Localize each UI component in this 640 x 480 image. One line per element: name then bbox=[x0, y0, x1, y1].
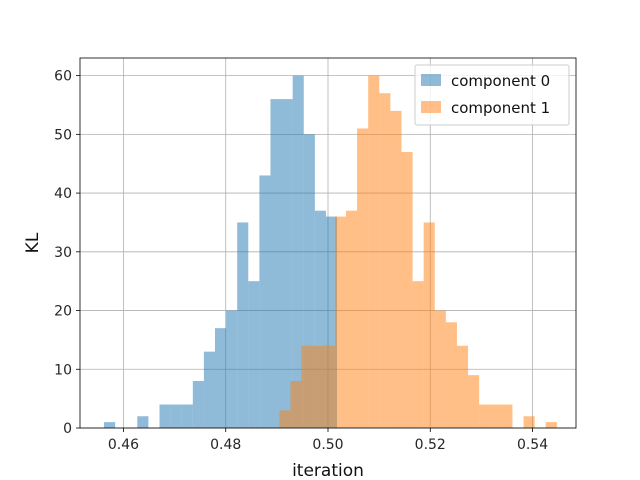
bar-component-1 bbox=[334, 216, 346, 428]
bar-component-1 bbox=[468, 375, 480, 428]
y-tick-label: 50 bbox=[54, 127, 72, 143]
y-axis-ticks: 0 10 20 30 40 50 60 bbox=[54, 69, 80, 437]
y-tick-label: 30 bbox=[54, 245, 72, 261]
bar-component-0 bbox=[137, 416, 149, 428]
bar-component-1 bbox=[279, 410, 291, 428]
bar-component-0 bbox=[181, 404, 193, 428]
bar-component-0 bbox=[159, 404, 171, 428]
bar-component-1 bbox=[368, 75, 380, 428]
series-component-1-bars bbox=[279, 75, 557, 428]
bar-component-1 bbox=[423, 222, 435, 428]
legend-label-component-0: component 0 bbox=[451, 72, 550, 90]
y-axis-label: KL bbox=[23, 232, 43, 253]
bar-component-0 bbox=[226, 310, 238, 428]
bar-component-1 bbox=[345, 210, 358, 428]
bar-component-1 bbox=[301, 345, 313, 428]
legend-box bbox=[414, 64, 570, 126]
bar-component-1 bbox=[445, 322, 457, 428]
bar-component-0 bbox=[192, 381, 204, 428]
y-tick-label: 40 bbox=[54, 186, 72, 202]
x-axis-label: iteration bbox=[292, 461, 364, 480]
series-component-0-bars bbox=[104, 75, 338, 428]
bar-component-0 bbox=[170, 404, 182, 428]
bar-component-0 bbox=[104, 422, 116, 428]
bar-component-1 bbox=[456, 345, 469, 428]
x-tick-label: 0.54 bbox=[517, 437, 548, 453]
bar-component-1 bbox=[357, 128, 369, 428]
bar-component-1 bbox=[501, 404, 513, 428]
bar-component-0 bbox=[325, 216, 338, 428]
bar-component-1 bbox=[545, 422, 557, 428]
x-tick-label: 0.52 bbox=[415, 437, 446, 453]
bar-component-1 bbox=[490, 404, 502, 428]
bar-component-1 bbox=[323, 345, 335, 428]
bar-component-1 bbox=[401, 151, 413, 428]
x-tick-label: 0.46 bbox=[108, 437, 139, 453]
y-tick-label: 0 bbox=[63, 421, 72, 437]
bar-component-0 bbox=[303, 134, 315, 428]
legend-swatch-component-1 bbox=[421, 101, 441, 113]
bar-component-0 bbox=[248, 281, 260, 428]
legend: component 0 component 1 bbox=[414, 64, 570, 126]
x-axis-ticks: 0.46 0.48 0.50 0.52 0.54 bbox=[108, 428, 548, 453]
bar-component-1 bbox=[434, 310, 446, 428]
legend-label-component-1: component 1 bbox=[451, 99, 550, 117]
bar-component-1 bbox=[479, 404, 491, 428]
bar-component-1 bbox=[379, 93, 391, 428]
y-tick-label: 60 bbox=[54, 69, 72, 85]
bar-component-0 bbox=[203, 351, 215, 428]
y-tick-label: 20 bbox=[54, 304, 72, 320]
bar-component-0 bbox=[259, 175, 271, 428]
bar-component-1 bbox=[312, 345, 324, 428]
bar-component-1 bbox=[390, 110, 402, 428]
bar-component-0 bbox=[314, 210, 326, 428]
bar-component-0 bbox=[281, 99, 293, 428]
bar-component-1 bbox=[523, 416, 535, 428]
bar-component-1 bbox=[290, 381, 302, 428]
x-tick-label: 0.50 bbox=[312, 437, 343, 453]
bar-component-0 bbox=[270, 99, 282, 428]
legend-swatch-component-0 bbox=[421, 74, 441, 86]
bar-component-0 bbox=[237, 222, 249, 428]
bar-component-0 bbox=[214, 328, 227, 428]
bar-component-0 bbox=[292, 75, 304, 428]
y-tick-label: 10 bbox=[54, 362, 72, 378]
x-tick-label: 0.48 bbox=[210, 437, 241, 453]
bar-component-1 bbox=[412, 281, 424, 428]
